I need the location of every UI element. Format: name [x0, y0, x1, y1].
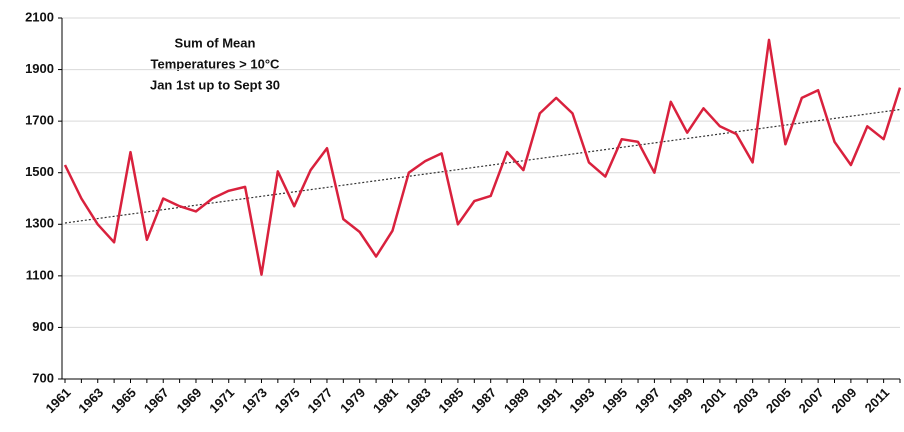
y-tick-label: 1100: [26, 267, 54, 282]
y-tick-label: 1500: [25, 164, 54, 179]
x-tick-label: 1975: [272, 385, 303, 416]
x-tick-label: 1985: [435, 385, 466, 416]
x-tick-label: 2011: [862, 385, 893, 416]
x-tick-label: 1967: [141, 385, 172, 416]
x-tick-label: 2005: [763, 385, 794, 416]
y-tick-label: 900: [32, 319, 54, 334]
x-tick-label: 1993: [566, 385, 597, 416]
x-tick-label: 1983: [403, 385, 434, 416]
x-tick-label: 1997: [632, 385, 663, 416]
y-tick-label: 700: [32, 370, 54, 385]
y-tick-label: 1900: [25, 61, 54, 76]
y-tick-label: 1300: [25, 216, 54, 231]
y-tick-label: 1700: [25, 113, 54, 128]
x-tick-label: 1989: [501, 385, 532, 416]
chart-title: Sum of Mean: [175, 35, 256, 50]
x-tick-label: 2001: [697, 385, 728, 416]
chart-title: Temperatures > 10°C: [151, 56, 280, 71]
trend-line: [64, 108, 901, 224]
x-tick-label: 1963: [75, 385, 106, 416]
x-tick-label: 1995: [599, 385, 630, 416]
x-tick-label: 1987: [468, 385, 499, 416]
x-tick-label: 1991: [534, 385, 565, 416]
x-tick-label: 1973: [239, 385, 270, 416]
data-line: [63, 38, 902, 276]
x-tick-label: 1965: [108, 385, 139, 416]
x-tick-label: 1981: [370, 385, 401, 416]
x-tick-label: 1979: [337, 385, 368, 416]
x-tick-label: 2003: [730, 385, 761, 416]
y-tick-label: 2100: [25, 9, 54, 24]
x-tick-label: 1971: [206, 385, 237, 416]
x-tick-label: 2007: [796, 385, 827, 416]
x-tick-label: 1969: [173, 385, 204, 416]
chart-title: Jan 1st up to Sept 30: [150, 77, 280, 92]
x-tick-label: 1961: [42, 385, 73, 416]
x-tick-label: 2009: [828, 385, 859, 416]
x-tick-label: 1999: [665, 385, 696, 416]
x-tick-label: 1977: [304, 385, 335, 416]
